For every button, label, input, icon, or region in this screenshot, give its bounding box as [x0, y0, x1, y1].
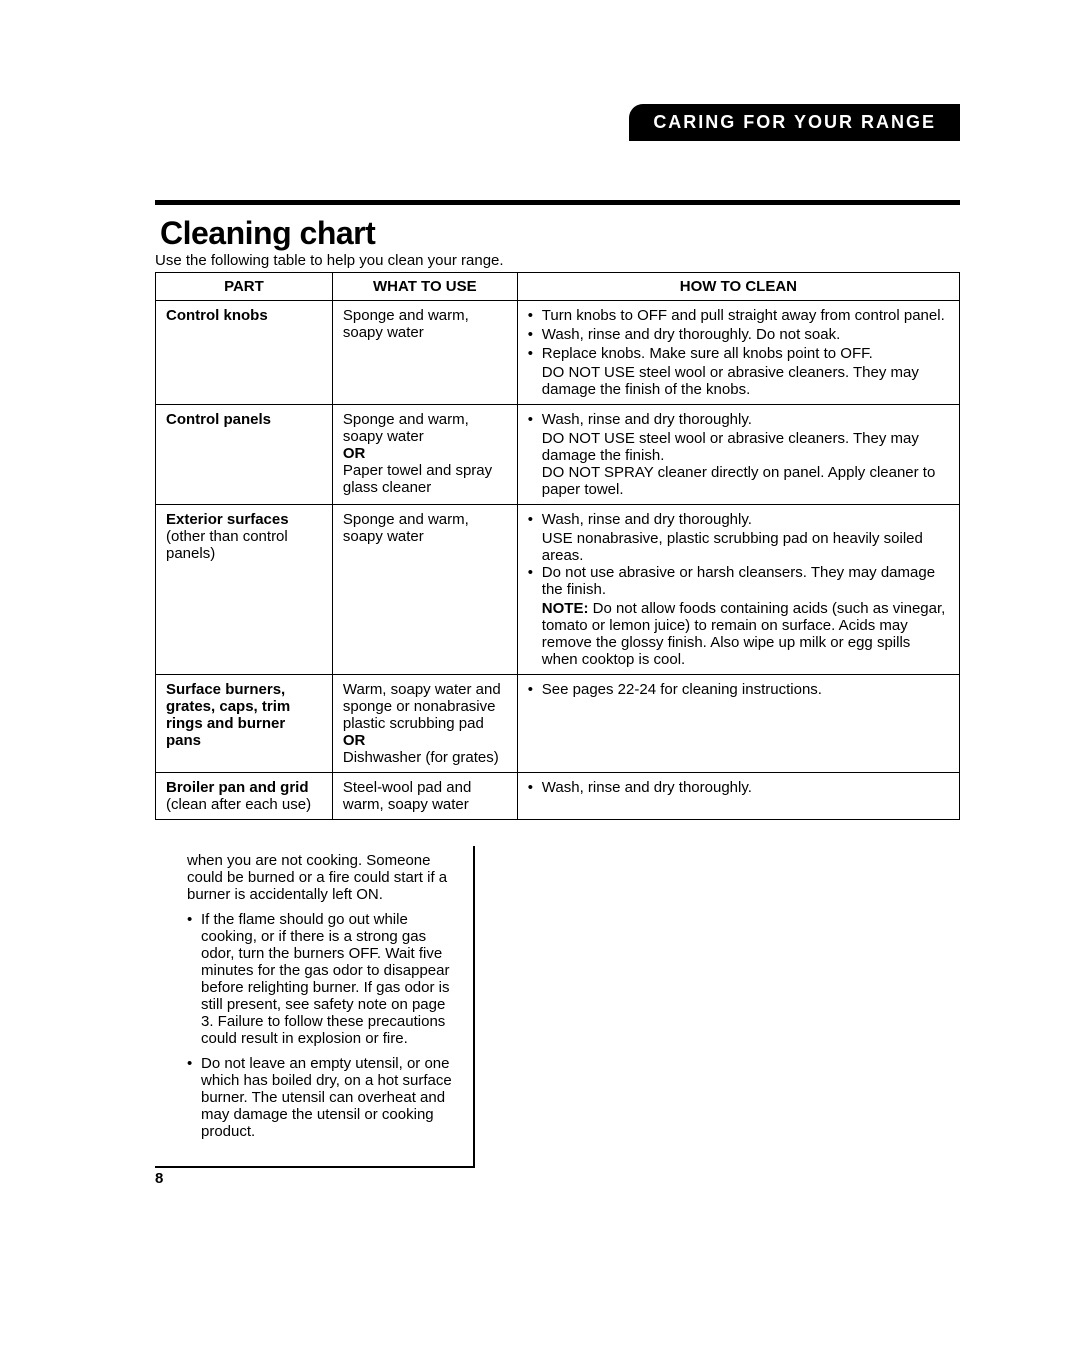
col-how: HOW TO CLEAN	[517, 273, 959, 301]
page-subtitle: Use the following table to help you clea…	[155, 252, 504, 269]
table-row: Control knobsSponge and warm, soapy wate…	[156, 301, 960, 405]
table-row: Surface burners, grates, caps, trim ring…	[156, 675, 960, 773]
col-part: PART	[156, 273, 333, 301]
cell-what: Sponge and warm, soapy water	[332, 301, 517, 405]
cell-part: Control knobs	[156, 301, 333, 405]
cell-part: Broiler pan and grid (clean after each u…	[156, 773, 333, 820]
col-what: WHAT TO USE	[332, 273, 517, 301]
divider-rule	[155, 200, 960, 205]
warning-item: If the flame should go out while cooking…	[187, 911, 453, 1047]
cell-how: Wash, rinse and dry thoroughly.DO NOT US…	[517, 405, 959, 505]
cell-how: Wash, rinse and dry thoroughly.	[517, 773, 959, 820]
table-row: Broiler pan and grid (clean after each u…	[156, 773, 960, 820]
cell-what: Sponge and warm, soapy waterORPaper towe…	[332, 405, 517, 505]
cell-part: Surface burners, grates, caps, trim ring…	[156, 675, 333, 773]
warning-lead: when you are not cooking. Someone could …	[187, 852, 453, 903]
cell-what: Warm, soapy water and sponge or nonabras…	[332, 675, 517, 773]
page-number: 8	[155, 1170, 163, 1187]
cleaning-table: PART WHAT TO USE HOW TO CLEAN Control kn…	[155, 272, 960, 820]
warning-inset: when you are not cooking. Someone could …	[155, 846, 475, 1168]
section-header: CARING FOR YOUR RANGE	[629, 104, 960, 141]
cell-how: See pages 22-24 for cleaning instruction…	[517, 675, 959, 773]
table-row: Control panelsSponge and warm, soapy wat…	[156, 405, 960, 505]
cell-part: Exterior surfaces (other than control pa…	[156, 505, 333, 675]
cell-what: Sponge and warm, soapy water	[332, 505, 517, 675]
page-title: Cleaning chart	[160, 215, 375, 252]
cell-part: Control panels	[156, 405, 333, 505]
table-row: Exterior surfaces (other than control pa…	[156, 505, 960, 675]
warning-item: Do not leave an empty utensil, or one wh…	[187, 1055, 453, 1140]
cell-how: Wash, rinse and dry thoroughly.USE nonab…	[517, 505, 959, 675]
cell-how: Turn knobs to OFF and pull straight away…	[517, 301, 959, 405]
cell-what: Steel-wool pad and warm, soapy water	[332, 773, 517, 820]
